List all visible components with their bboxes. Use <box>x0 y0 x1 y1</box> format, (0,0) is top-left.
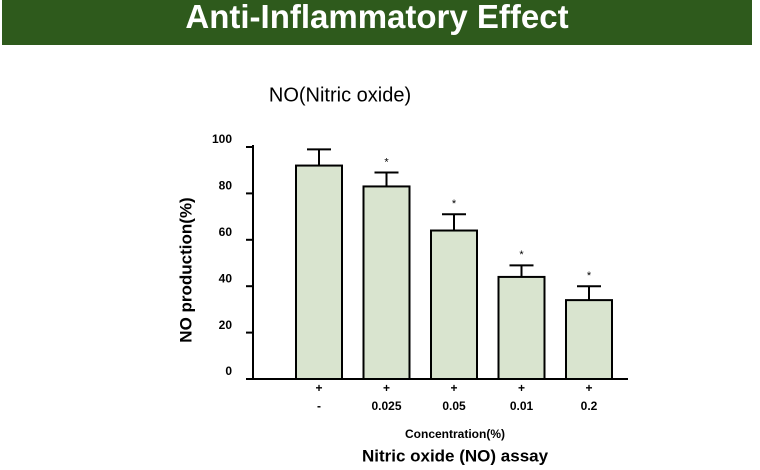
significance-mark: * <box>384 156 389 168</box>
treatment-label: + <box>383 381 390 395</box>
significance-mark: * <box>587 270 592 282</box>
x-axis-label: Concentration(%) <box>405 427 505 441</box>
y-tick-label: 40 <box>219 271 233 285</box>
y-tick-label: 100 <box>212 132 232 146</box>
banner-title: Anti-Inflammatory Effect <box>2 0 752 45</box>
y-tick-label: 0 <box>225 364 232 378</box>
x-tick-label: 0.2 <box>581 399 598 413</box>
treatment-label: + <box>450 381 457 395</box>
bar <box>497 275 546 381</box>
x-tick-label: 0.05 <box>442 399 466 413</box>
bar <box>362 185 411 380</box>
x-tick-label: 0.025 <box>371 399 401 413</box>
treatment-label: + <box>315 381 322 395</box>
y-tick-label: 20 <box>219 318 233 332</box>
y-axis-label: NO production(%) <box>176 197 195 342</box>
significance-mark: * <box>452 198 457 210</box>
x-tick-label: 0.01 <box>510 399 534 413</box>
treatment-label: + <box>518 381 525 395</box>
x-axis-sublabel: Nitric oxide (NO) assay <box>362 446 549 465</box>
x-tick-label: - <box>317 399 321 413</box>
significance-mark: * <box>519 249 524 261</box>
chart-title: NO(Nitric oxide) <box>269 84 411 106</box>
y-tick-label: 60 <box>219 225 233 239</box>
y-tick-label: 80 <box>219 179 233 193</box>
bar <box>295 164 343 380</box>
bar <box>565 299 613 380</box>
treatment-label: + <box>585 381 592 395</box>
bar <box>430 229 478 380</box>
